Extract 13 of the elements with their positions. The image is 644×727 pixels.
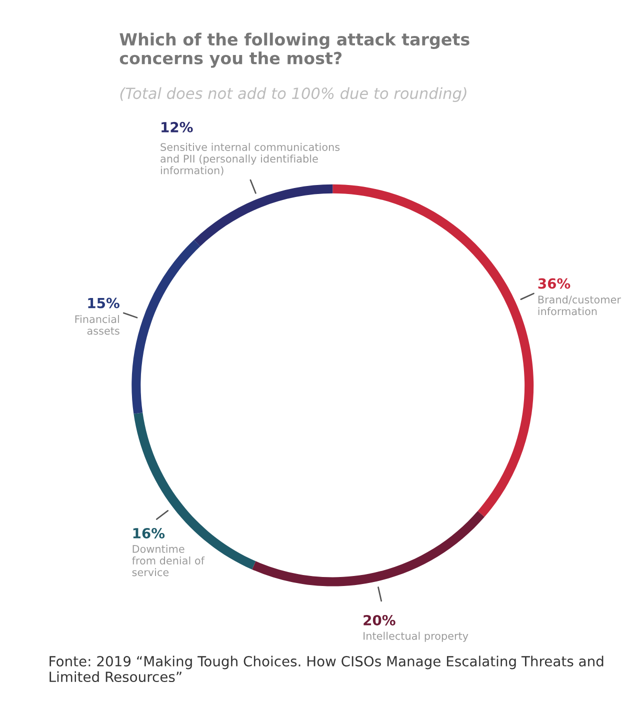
slice-label: Brand/customer information — [538, 295, 621, 316]
data-label: 16% — [133, 528, 165, 538]
slice-label: Financial assets — [75, 315, 120, 335]
chart-subtitle: (Total does not add to 100% due to rounding) — [120, 87, 466, 102]
data-label: 12% — [162, 122, 193, 132]
source-note: Fonte: 2019 “Making Tough Choices. How CISOs Manage Escalating Threats and Limited Resources” — [50, 656, 604, 682]
slice-label: Intellectual property — [364, 632, 468, 642]
slice-label: Downtime from denial of service — [132, 544, 205, 576]
data-label: 36% — [538, 278, 570, 289]
data-label: 20% — [364, 614, 396, 626]
data-label: 15% — [88, 298, 120, 308]
chart-title: Which of the following attack targets concerns you the most? — [120, 32, 470, 68]
slice-label: Sensitive internal communications and PII (personally identifiable information) — [160, 142, 340, 176]
